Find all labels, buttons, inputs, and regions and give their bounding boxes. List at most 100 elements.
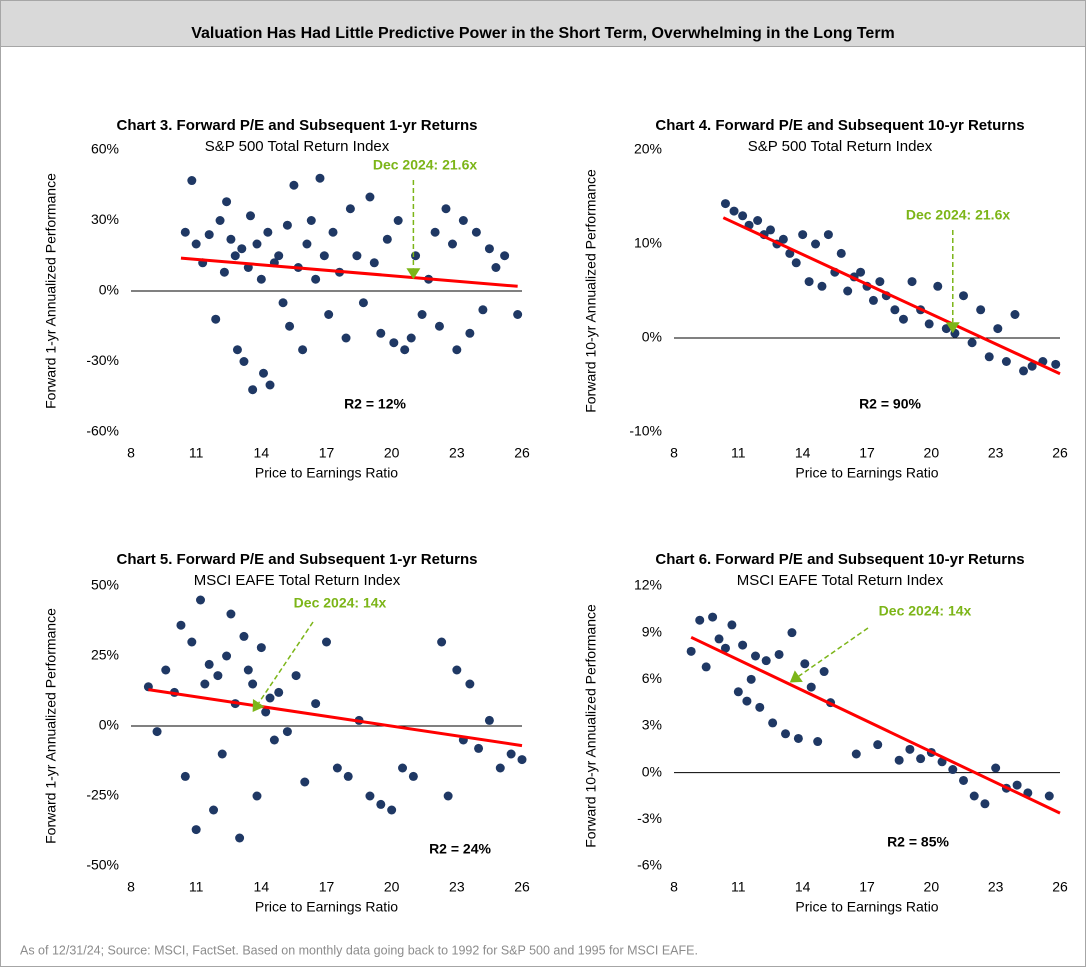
stat-label: R2 = 24% <box>429 841 491 857</box>
scatter-point <box>804 277 814 287</box>
x-tick-label: 26 <box>1052 445 1068 461</box>
scatter-point <box>387 805 397 815</box>
scatter-point <box>176 620 186 630</box>
scatter-point <box>1001 357 1011 366</box>
scatter-point <box>781 729 791 739</box>
annotation-label: Dec 2024: 14x <box>294 595 387 611</box>
scatter-point <box>187 637 197 647</box>
scatter-point <box>400 345 410 355</box>
scatter-point <box>256 274 266 284</box>
scatter-point <box>948 765 958 775</box>
scatter-point <box>200 679 210 689</box>
y-tick-label: 6% <box>642 670 662 686</box>
annotation-label: Dec 2024: 21.6x <box>373 157 478 173</box>
scatter-point <box>1019 366 1029 376</box>
scatter-point <box>282 727 292 737</box>
y-tick-label: -30% <box>86 352 119 368</box>
scatter-point <box>778 234 788 244</box>
scatter-point <box>252 239 262 249</box>
scatter-point <box>289 180 299 190</box>
x-tick-label: 14 <box>795 445 811 461</box>
scatter-point <box>222 197 232 207</box>
chart-subtitle: S&P 500 Total Return Index <box>205 138 390 155</box>
trend-line <box>722 216 1061 376</box>
scatter-point <box>274 251 284 261</box>
scatter-point <box>204 659 214 669</box>
annotation-marker <box>945 322 960 334</box>
scatter-point <box>753 216 763 225</box>
scatter-point <box>755 702 765 712</box>
scatter-point <box>282 220 292 230</box>
x-tick-label: 23 <box>449 879 465 895</box>
scatter-point <box>980 799 990 809</box>
scatter-point <box>506 749 516 759</box>
annotation-label: Dec 2024: 21.6x <box>906 207 1011 223</box>
scatter-point <box>398 763 408 773</box>
scatter-point <box>843 286 853 296</box>
scatter-point <box>720 643 730 653</box>
scatter-point <box>319 251 329 261</box>
scatter-point <box>969 791 979 801</box>
scatter-point <box>738 640 748 650</box>
scatter-point <box>341 333 351 343</box>
chart-subtitle: MSCI EAFE Total Return Index <box>737 572 944 589</box>
scatter-point <box>933 281 943 291</box>
x-tick-label: 11 <box>189 445 204 461</box>
scatter-point <box>701 662 711 672</box>
scatter-point <box>894 755 904 765</box>
stat-label: R2 = 90% <box>859 396 921 412</box>
x-tick-label: 20 <box>924 879 940 895</box>
scatter-point <box>868 295 878 305</box>
x-axis-label: Price to Earnings Ratio <box>795 465 938 481</box>
scatter-point <box>800 659 810 669</box>
scatter-point <box>513 310 523 319</box>
trend-line <box>148 688 523 748</box>
y-tick-label: 12% <box>634 577 662 593</box>
y-tick-label: 9% <box>642 623 662 639</box>
scatter-point <box>714 634 724 644</box>
scatter-point <box>237 244 247 254</box>
scatter-point <box>232 345 242 355</box>
scatter-point <box>484 244 494 254</box>
scatter-point <box>243 665 253 675</box>
y-tick-label: 10% <box>634 235 662 251</box>
y-tick-label: 25% <box>91 647 119 663</box>
scatter-point <box>248 385 258 395</box>
scatter-point <box>1051 359 1061 369</box>
x-tick-label: 20 <box>384 445 400 461</box>
scatter-point <box>742 696 752 706</box>
scatter-point <box>152 727 162 737</box>
scatter-point <box>733 687 743 697</box>
x-tick-label: 17 <box>319 879 335 895</box>
scatter-point <box>471 227 481 237</box>
scatter-point <box>298 345 308 355</box>
annotation-marker <box>252 698 265 712</box>
scatter-point <box>851 749 861 759</box>
annotation-label: Dec 2024: 14x <box>879 603 972 619</box>
x-tick-label: 20 <box>924 445 940 461</box>
scatter-point <box>191 239 201 249</box>
scatter-point <box>291 671 301 681</box>
scatter-point <box>793 733 803 743</box>
scatter-point <box>766 225 775 235</box>
scatter-point <box>695 615 705 625</box>
x-tick-label: 11 <box>731 879 746 895</box>
scatter-point <box>417 310 427 319</box>
scatter-point <box>465 328 475 338</box>
scatter-point <box>369 258 379 268</box>
y-tick-label: 50% <box>91 577 119 593</box>
scatter-point <box>324 310 334 319</box>
x-tick-label: 23 <box>988 879 1004 895</box>
y-tick-label: 0% <box>642 329 662 345</box>
scatter-point <box>798 230 808 240</box>
scatter-point <box>1044 791 1054 801</box>
scatter-point <box>376 328 386 338</box>
scatter-point <box>219 267 229 277</box>
scatter-point <box>491 263 501 272</box>
scatter-point <box>376 799 386 809</box>
scatter-point <box>226 609 236 619</box>
x-tick-label: 14 <box>795 879 811 895</box>
x-tick-label: 11 <box>731 445 746 461</box>
scatter-point <box>215 216 225 225</box>
